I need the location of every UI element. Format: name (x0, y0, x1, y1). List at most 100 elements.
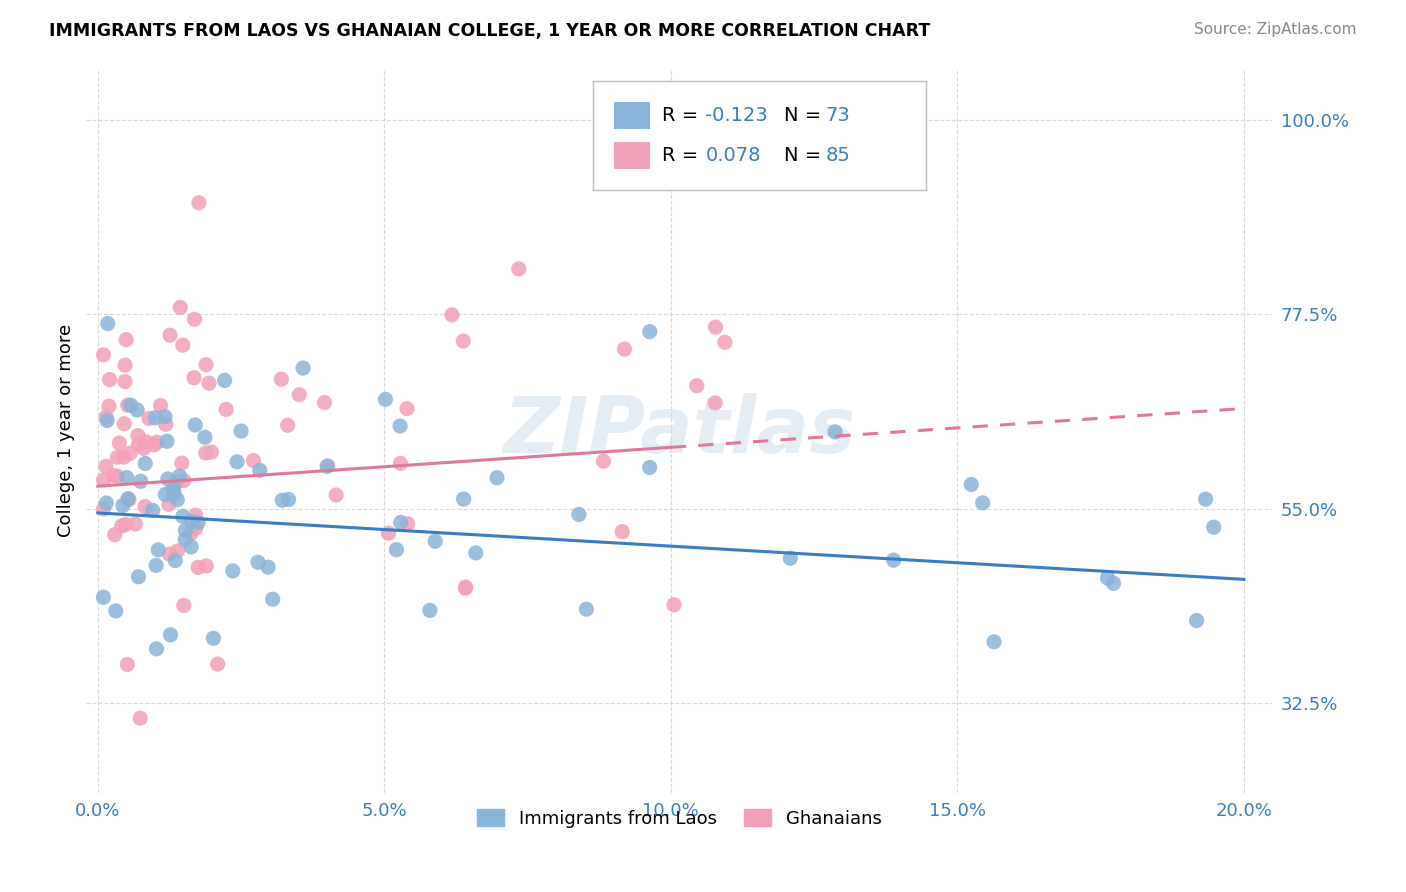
Point (960, 477, 983, 491)
Point (779, 551, 801, 566)
Point (425, 534, 447, 549)
Point (93, 473, 115, 487)
Point (149, 398, 172, 412)
Point (108, 436, 131, 450)
Point (396, 516, 419, 531)
Point (1185, 614, 1208, 628)
Point (94, 459, 117, 474)
Point (187, 516, 209, 530)
Point (983, 635, 1005, 649)
Point (195, 558, 218, 573)
Point (93, 591, 115, 605)
Point (165, 475, 187, 490)
Point (575, 602, 598, 616)
Point (118, 492, 141, 507)
Point (127, 428, 149, 442)
Point (242, 453, 264, 467)
Point (148, 542, 170, 557)
Point (117, 657, 139, 672)
Point (156, 434, 179, 449)
Point (112, 417, 135, 431)
Point (187, 195, 209, 210)
Point (111, 499, 134, 513)
Bar (614, 142, 650, 169)
Point (104, 527, 127, 541)
Point (124, 517, 146, 532)
Point (111, 519, 134, 533)
Point (395, 401, 418, 416)
Point (155, 417, 177, 432)
Point (145, 641, 167, 656)
Point (246, 555, 269, 569)
Text: 73: 73 (825, 106, 851, 125)
Point (170, 456, 193, 470)
Point (103, 468, 125, 483)
Point (162, 482, 184, 496)
Point (198, 376, 221, 391)
Point (613, 342, 636, 356)
Point (612, 524, 634, 539)
Point (325, 488, 347, 502)
Point (271, 493, 294, 508)
Point (114, 375, 136, 389)
Point (183, 371, 205, 385)
Point (824, 425, 846, 439)
Point (143, 410, 166, 425)
Point (184, 417, 207, 432)
Text: R =: R = (662, 146, 704, 165)
Point (132, 442, 155, 456)
Point (374, 392, 396, 407)
Point (183, 312, 205, 326)
Point (1202, 520, 1225, 534)
Point (207, 657, 229, 671)
Point (96, 413, 118, 427)
Point (194, 430, 217, 444)
Point (249, 463, 271, 477)
Point (159, 328, 181, 343)
Point (972, 496, 994, 510)
Point (97, 317, 120, 331)
Point (389, 419, 412, 434)
Point (157, 547, 180, 561)
Point (115, 333, 138, 347)
Point (142, 503, 165, 517)
Point (184, 508, 207, 523)
Point (115, 470, 138, 484)
Point (184, 521, 207, 535)
Text: IMMIGRANTS FROM LAOS VS GHANAIAN COLLEGE, 1 YEAR OR MORE CORRELATION CHART: IMMIGRANTS FROM LAOS VS GHANAIAN COLLEGE… (49, 22, 931, 40)
Point (174, 533, 197, 547)
Point (163, 485, 186, 500)
Point (292, 361, 315, 376)
Point (93, 348, 115, 362)
Point (451, 334, 474, 348)
Point (314, 395, 336, 409)
Point (165, 553, 187, 567)
Point (226, 455, 249, 469)
Point (128, 437, 150, 451)
Point (485, 471, 508, 485)
Point (270, 372, 292, 386)
Bar (614, 102, 650, 129)
Point (883, 553, 905, 567)
Text: 85: 85 (825, 146, 851, 165)
Point (385, 542, 408, 557)
Text: -0.123: -0.123 (706, 106, 768, 125)
Point (180, 526, 202, 541)
Point (464, 546, 486, 560)
Point (454, 581, 477, 595)
Point (134, 500, 156, 514)
Point (117, 491, 139, 506)
Point (93, 502, 115, 516)
Point (155, 487, 177, 501)
Point (104, 604, 127, 618)
Point (174, 524, 197, 538)
Point (454, 580, 477, 594)
Point (222, 564, 245, 578)
Point (162, 487, 184, 501)
Point (146, 435, 169, 450)
Point (686, 378, 709, 392)
Legend: Immigrants from Laos, Ghanaians: Immigrants from Laos, Ghanaians (470, 802, 889, 835)
Point (389, 516, 412, 530)
FancyBboxPatch shape (593, 81, 927, 190)
Point (316, 458, 339, 473)
